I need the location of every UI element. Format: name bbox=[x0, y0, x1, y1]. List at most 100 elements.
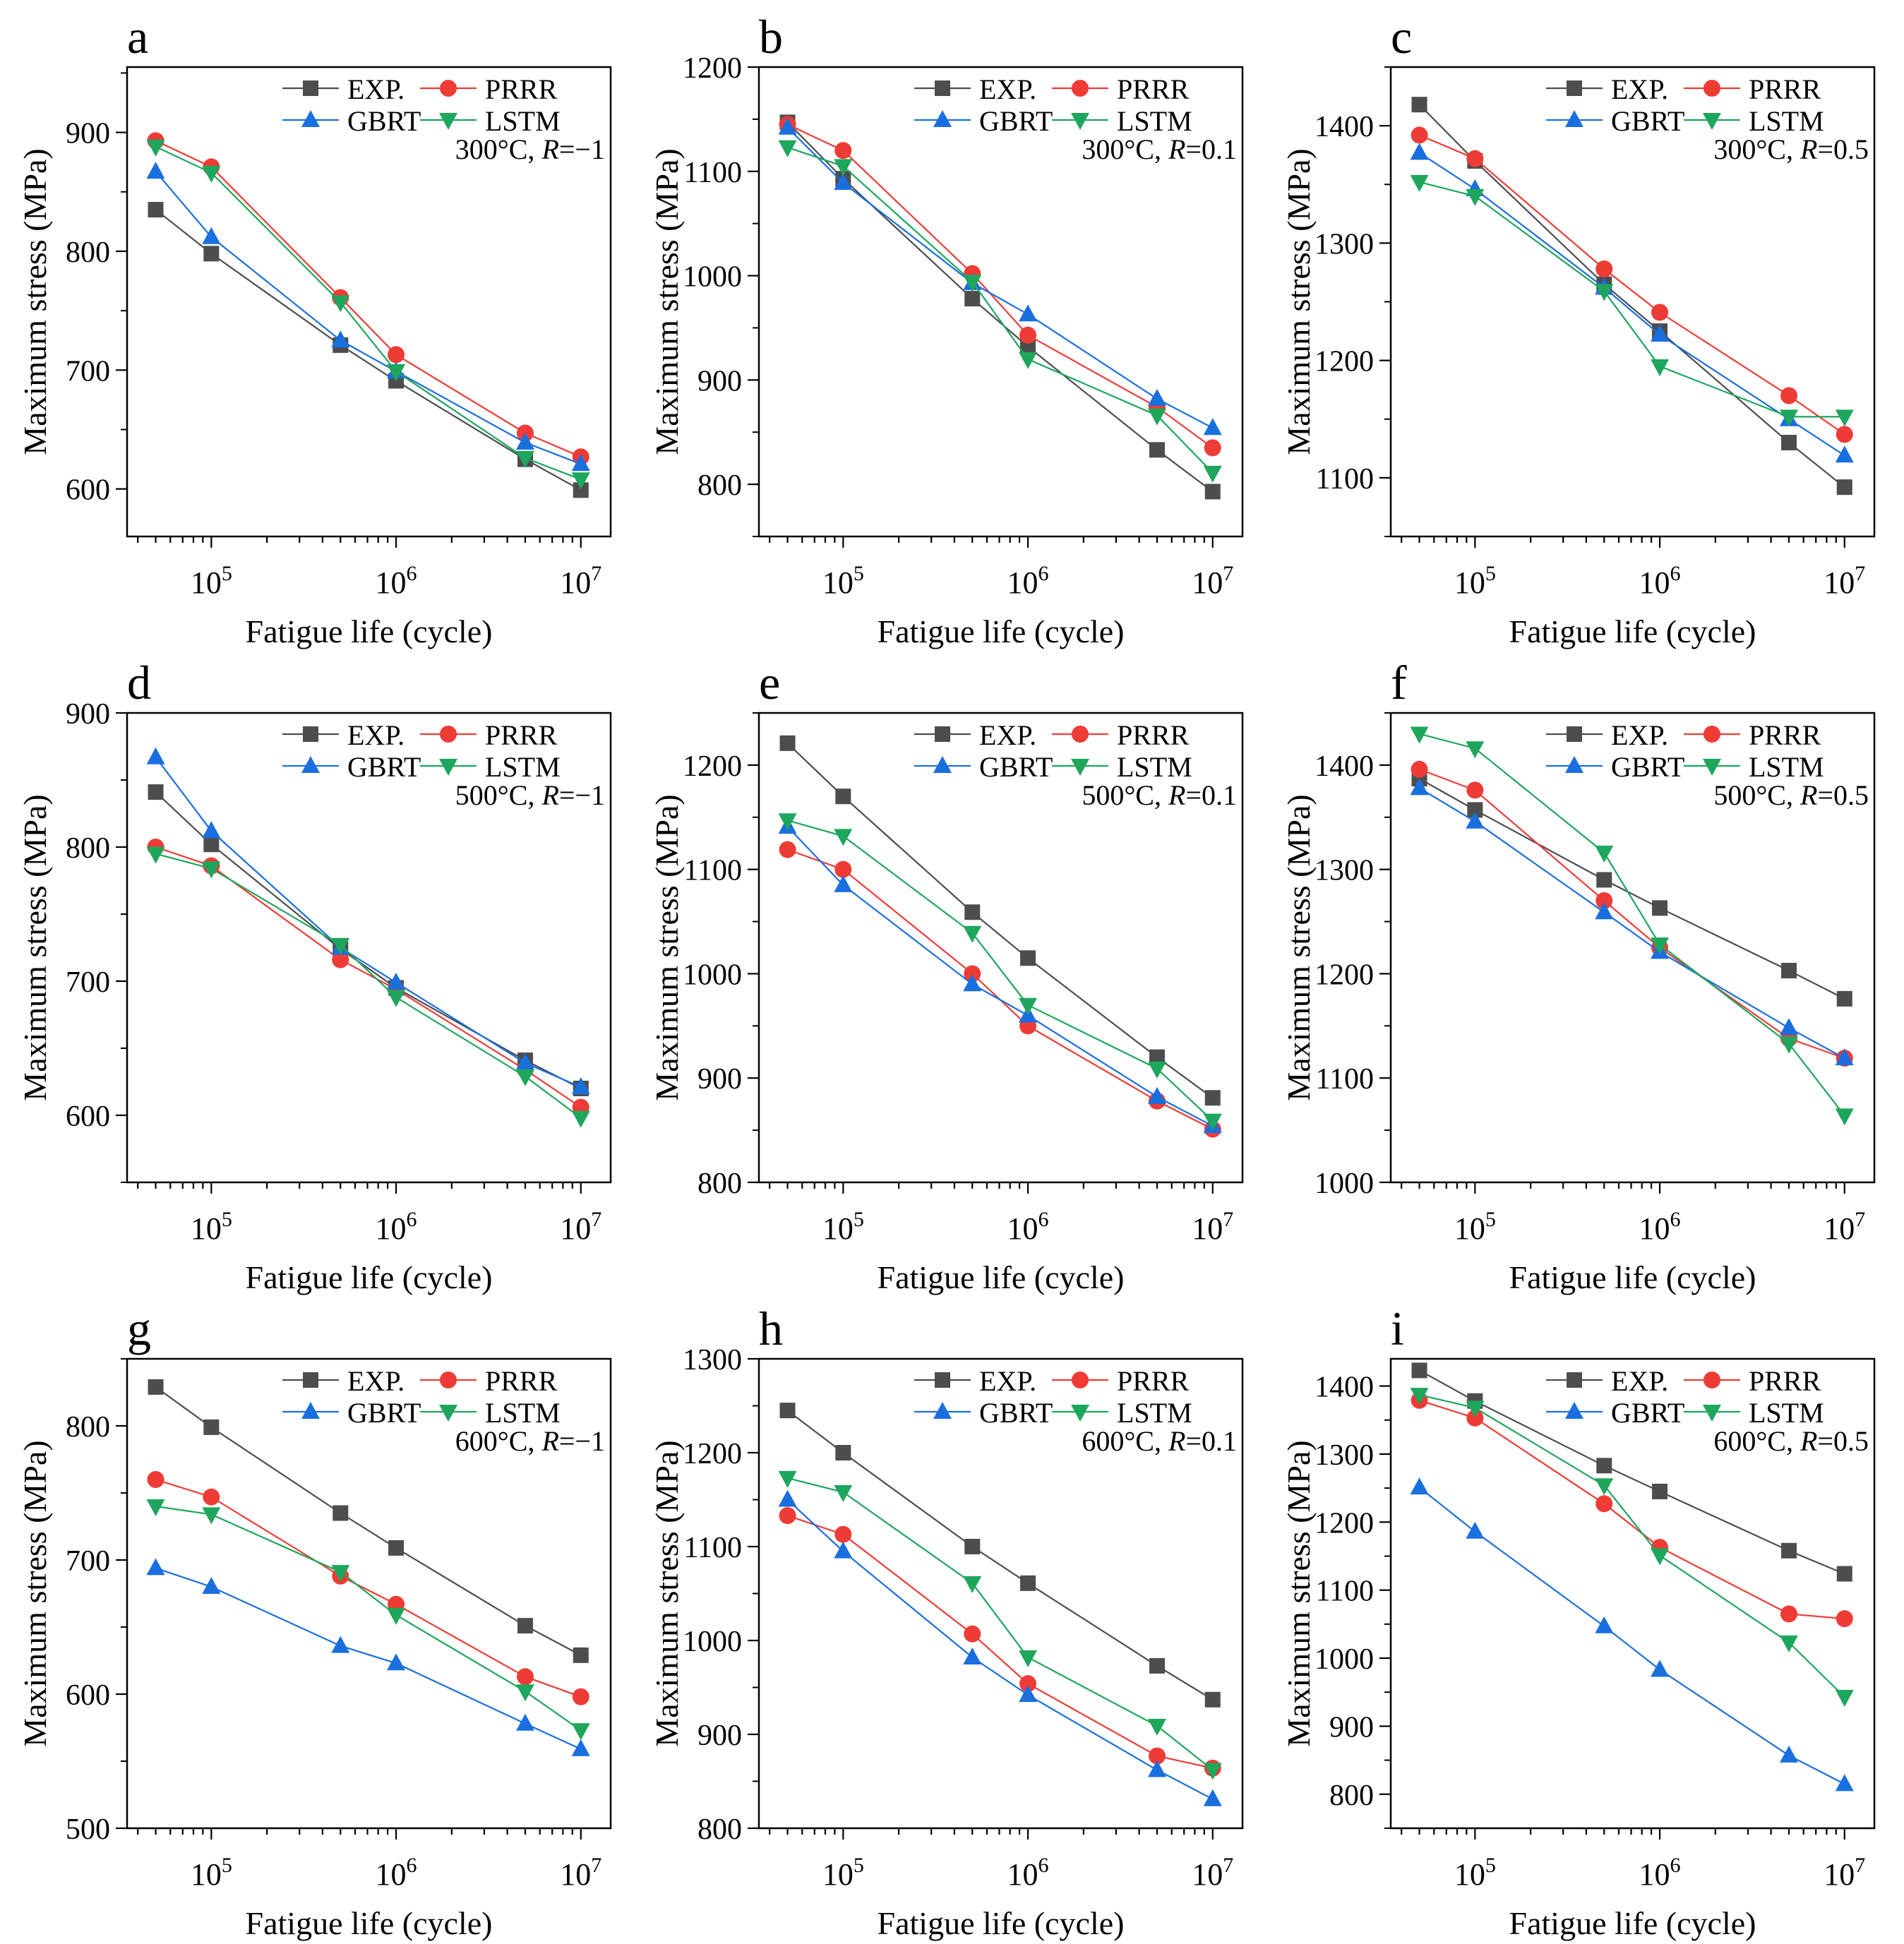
data-point bbox=[573, 482, 589, 498]
data-point bbox=[1410, 778, 1429, 796]
y-tick-label: 1000 bbox=[683, 959, 742, 991]
condition-label: 500°C, R=0.5 bbox=[1713, 779, 1869, 811]
y-axis-label: Maximum stress (MPa) bbox=[649, 794, 685, 1100]
legend-marker bbox=[1704, 726, 1720, 743]
x-tick-base: 10 bbox=[822, 565, 854, 600]
series-line bbox=[786, 826, 1214, 1127]
y-tick-label: 900 bbox=[1329, 1711, 1374, 1744]
data-point bbox=[1779, 1018, 1798, 1036]
legend-label: PRRR bbox=[1117, 719, 1190, 751]
condition-r: R bbox=[541, 1425, 558, 1457]
y-tick-label: 1300 bbox=[1315, 228, 1374, 260]
y-tick-label: 700 bbox=[66, 966, 110, 999]
series-line bbox=[1418, 1487, 1845, 1785]
legend-label: EXP. bbox=[347, 719, 405, 751]
data-point bbox=[1147, 1061, 1166, 1079]
data-point bbox=[835, 788, 851, 805]
data-point bbox=[834, 860, 852, 878]
legend-label: EXP. bbox=[979, 1365, 1036, 1397]
series-line bbox=[1418, 104, 1845, 488]
legend-marker bbox=[440, 80, 457, 97]
legend-marker bbox=[1072, 80, 1089, 97]
data-point bbox=[1652, 900, 1668, 916]
series-lstm bbox=[146, 1499, 590, 1741]
legend-marker bbox=[1703, 113, 1721, 130]
y-tick-label: 800 bbox=[66, 236, 110, 269]
legend-label: PRRR bbox=[1749, 719, 1821, 751]
series-line bbox=[155, 171, 582, 465]
data-point bbox=[331, 330, 350, 348]
legend-label: LSTM bbox=[1749, 105, 1824, 137]
condition-label: 500°C, R=−1 bbox=[455, 779, 605, 811]
y-axis-label: Maximum stress (MPa) bbox=[17, 148, 53, 455]
x-axis-label: Fatigue life (cycle) bbox=[246, 613, 493, 649]
series-gbrt bbox=[146, 162, 590, 472]
x-tick-label: 105 bbox=[1454, 1208, 1496, 1246]
data-point bbox=[331, 937, 350, 955]
series-prrr bbox=[1411, 1391, 1853, 1628]
data-point bbox=[516, 1668, 534, 1686]
x-tick-exponent: 5 bbox=[854, 562, 864, 585]
data-point bbox=[1203, 1789, 1222, 1806]
panel-letter: a bbox=[127, 10, 148, 64]
data-point bbox=[1148, 1747, 1166, 1765]
data-point bbox=[1595, 1495, 1613, 1513]
data-point bbox=[779, 1507, 796, 1525]
data-point bbox=[1651, 304, 1669, 321]
legend-item: PRRR bbox=[1052, 719, 1190, 751]
condition-value: =0.1 bbox=[1185, 133, 1237, 165]
data-point bbox=[1835, 409, 1854, 427]
legend-item: LSTM bbox=[420, 105, 561, 137]
legend-item: LSTM bbox=[1052, 1397, 1192, 1429]
legend-marker bbox=[439, 1405, 457, 1422]
series-line bbox=[155, 209, 582, 491]
y-tick-label: 1100 bbox=[684, 1532, 742, 1564]
legend-label: GBRT bbox=[979, 1397, 1053, 1429]
data-point bbox=[1651, 1660, 1670, 1677]
data-point bbox=[515, 1069, 534, 1086]
x-tick-label: 107 bbox=[1824, 562, 1865, 600]
data-point bbox=[1836, 479, 1852, 496]
legend-item: EXP. bbox=[282, 73, 405, 105]
data-point bbox=[573, 1647, 589, 1663]
data-point bbox=[202, 821, 221, 839]
legend-item: EXP. bbox=[914, 1365, 1036, 1397]
data-point bbox=[1835, 445, 1854, 463]
legend-marker bbox=[935, 80, 950, 96]
series-gbrt bbox=[146, 1558, 590, 1756]
data-point bbox=[779, 1403, 796, 1419]
legend-label: GBRT bbox=[1611, 751, 1684, 783]
x-tick-exponent: 5 bbox=[1485, 562, 1496, 585]
legend-item: LSTM bbox=[1052, 105, 1192, 137]
data-point bbox=[1466, 781, 1484, 799]
data-point bbox=[964, 965, 981, 983]
x-tick-exponent: 6 bbox=[407, 1208, 417, 1231]
data-point bbox=[1780, 435, 1797, 450]
legend-label: PRRR bbox=[485, 73, 558, 105]
data-point bbox=[146, 846, 165, 864]
data-point bbox=[202, 165, 221, 183]
legend-marker bbox=[1567, 726, 1582, 742]
x-tick-base: 10 bbox=[191, 1211, 222, 1246]
x-tick-base: 10 bbox=[1639, 1857, 1670, 1892]
series-line bbox=[787, 1515, 1214, 1769]
x-tick-label: 106 bbox=[376, 1208, 417, 1246]
data-point bbox=[1411, 97, 1427, 113]
x-tick-label: 107 bbox=[1192, 1854, 1233, 1892]
legend: EXP. PRRR GBRT LSTM bbox=[914, 719, 1192, 783]
series-line bbox=[787, 820, 1214, 1122]
legend-marker bbox=[1567, 80, 1582, 96]
y-tick-label: 600 bbox=[66, 1100, 110, 1133]
x-tick-label: 107 bbox=[1824, 1208, 1865, 1246]
x-tick-label: 105 bbox=[822, 1208, 864, 1246]
series-line bbox=[1418, 778, 1845, 1000]
legend-marker bbox=[440, 726, 457, 743]
x-tick-exponent: 5 bbox=[854, 1208, 864, 1231]
data-point bbox=[963, 1647, 982, 1664]
legend-item: EXP. bbox=[1546, 1365, 1668, 1397]
x-tick-exponent: 5 bbox=[222, 562, 232, 585]
data-point bbox=[1147, 388, 1166, 406]
series-line bbox=[1419, 181, 1845, 418]
x-tick-base: 10 bbox=[1007, 1857, 1038, 1892]
